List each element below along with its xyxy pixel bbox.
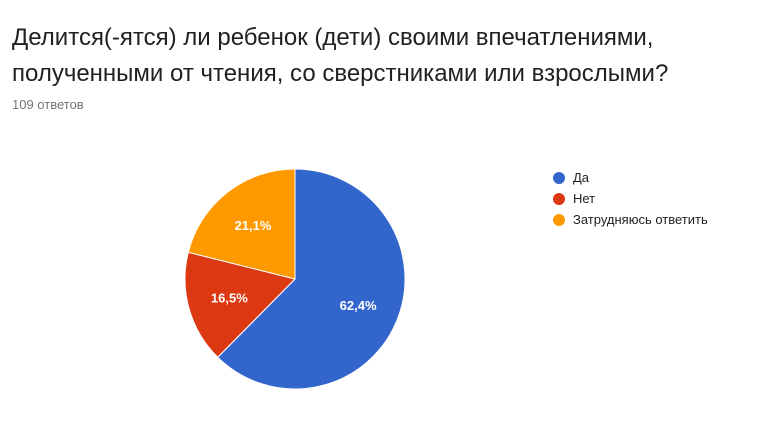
pie-slice-label-da: 62,4%: [340, 298, 377, 313]
question-title: Делится(-ятся) ли ребенок (дети) своими …: [12, 24, 669, 87]
response-count: 109 ответов: [12, 97, 84, 112]
pie-slice-net: [184, 251, 296, 358]
legend-item-da: Да: [553, 167, 708, 188]
legend-item-zatrudnyayus: Затрудняюсь ответить: [553, 209, 708, 230]
pie-slice-da: [217, 168, 406, 390]
pie-chart: 62,4% 16,5% 21,1%: [184, 168, 406, 390]
legend-item-net: Нет: [553, 188, 708, 209]
legend-label-net: Нет: [573, 191, 596, 206]
chart-legend: Да Нет Затрудняюсь ответить: [553, 167, 708, 230]
pie-slice-zatrudnyayus: [187, 168, 296, 280]
pie-slice-label-net: 16,5%: [211, 290, 248, 305]
legend-swatch-da: [553, 171, 565, 184]
legend-label-da: Да: [573, 170, 590, 185]
pie-slice-label-zatrudnyayus: 21,1%: [235, 218, 272, 233]
legend-swatch-zatrudnyayus: [553, 213, 565, 226]
legend-swatch-net: [553, 192, 565, 205]
pie-chart-area: 62,4% 16,5% 21,1% Да Нет Затрудняюсь ответит…: [0, 130, 770, 432]
legend-label-zatrudnyayus: Затрудняюсь ответить: [573, 212, 708, 227]
